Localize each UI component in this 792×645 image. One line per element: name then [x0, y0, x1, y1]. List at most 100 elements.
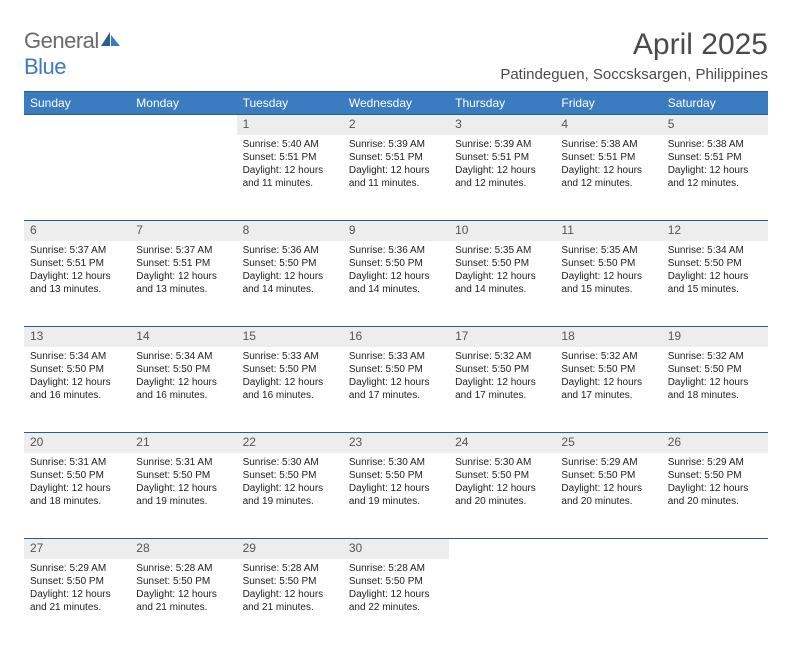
daylight-text-2: and 17 minutes. [561, 389, 655, 402]
sunset-text: Sunset: 5:51 PM [136, 257, 230, 270]
day-number-cell: 21 [130, 433, 236, 453]
daylight-text-1: Daylight: 12 hours [136, 482, 230, 495]
daylight-text-2: and 15 minutes. [561, 283, 655, 296]
day-cell: Sunrise: 5:38 AMSunset: 5:51 PMDaylight:… [662, 135, 768, 221]
day-number-row: 6789101112 [24, 221, 768, 241]
day-body-row: Sunrise: 5:37 AMSunset: 5:51 PMDaylight:… [24, 241, 768, 327]
day-number-row: 20212223242526 [24, 433, 768, 453]
sunset-text: Sunset: 5:50 PM [561, 363, 655, 376]
day-number-cell: 27 [24, 539, 130, 559]
daylight-text-2: and 14 minutes. [455, 283, 549, 296]
day-number-cell: 6 [24, 221, 130, 241]
sunrise-text: Sunrise: 5:30 AM [243, 456, 337, 469]
daylight-text-1: Daylight: 12 hours [243, 376, 337, 389]
sunrise-text: Sunrise: 5:28 AM [136, 562, 230, 575]
daylight-text-1: Daylight: 12 hours [349, 376, 443, 389]
daylight-text-1: Daylight: 12 hours [243, 588, 337, 601]
daylight-text-2: and 16 minutes. [136, 389, 230, 402]
daylight-text-2: and 11 minutes. [243, 177, 337, 190]
day-cell: Sunrise: 5:32 AMSunset: 5:50 PMDaylight:… [555, 347, 661, 433]
day-number-row: 13141516171819 [24, 327, 768, 347]
day-number-cell: 2 [343, 115, 449, 135]
day-cell: Sunrise: 5:37 AMSunset: 5:51 PMDaylight:… [130, 241, 236, 327]
day-number-cell: 20 [24, 433, 130, 453]
daylight-text-1: Daylight: 12 hours [561, 482, 655, 495]
day-body-row: Sunrise: 5:40 AMSunset: 5:51 PMDaylight:… [24, 135, 768, 221]
sunset-text: Sunset: 5:50 PM [136, 575, 230, 588]
daylight-text-1: Daylight: 12 hours [30, 588, 124, 601]
sunset-text: Sunset: 5:50 PM [455, 363, 549, 376]
daylight-text-1: Daylight: 12 hours [668, 270, 762, 283]
weekday-sunday: Sunday [24, 92, 130, 115]
sunset-text: Sunset: 5:50 PM [30, 575, 124, 588]
daylight-text-2: and 20 minutes. [561, 495, 655, 508]
page-title: April 2025 [500, 28, 768, 62]
day-number-cell: 12 [662, 221, 768, 241]
sunset-text: Sunset: 5:50 PM [349, 575, 443, 588]
sunset-text: Sunset: 5:50 PM [455, 257, 549, 270]
daylight-text-2: and 21 minutes. [136, 601, 230, 614]
day-cell: Sunrise: 5:39 AMSunset: 5:51 PMDaylight:… [343, 135, 449, 221]
daylight-text-2: and 19 minutes. [349, 495, 443, 508]
daylight-text-2: and 21 minutes. [243, 601, 337, 614]
day-number-cell [555, 539, 661, 559]
daylight-text-2: and 20 minutes. [455, 495, 549, 508]
weekday-saturday: Saturday [662, 92, 768, 115]
day-number-cell: 25 [555, 433, 661, 453]
day-number-cell: 18 [555, 327, 661, 347]
sunset-text: Sunset: 5:50 PM [561, 469, 655, 482]
daylight-text-2: and 18 minutes. [668, 389, 762, 402]
daylight-text-1: Daylight: 12 hours [243, 270, 337, 283]
daylight-text-1: Daylight: 12 hours [668, 164, 762, 177]
day-body-row: Sunrise: 5:34 AMSunset: 5:50 PMDaylight:… [24, 347, 768, 433]
logo-text-general: General [24, 28, 99, 53]
daylight-text-1: Daylight: 12 hours [455, 482, 549, 495]
day-cell: Sunrise: 5:34 AMSunset: 5:50 PMDaylight:… [24, 347, 130, 433]
daylight-text-1: Daylight: 12 hours [30, 270, 124, 283]
daylight-text-1: Daylight: 12 hours [136, 270, 230, 283]
sunrise-text: Sunrise: 5:32 AM [561, 350, 655, 363]
sunset-text: Sunset: 5:50 PM [668, 257, 762, 270]
sunrise-text: Sunrise: 5:36 AM [349, 244, 443, 257]
logo-sail-icon [101, 32, 121, 53]
daylight-text-1: Daylight: 12 hours [349, 164, 443, 177]
day-body-row: Sunrise: 5:31 AMSunset: 5:50 PMDaylight:… [24, 453, 768, 539]
day-cell [24, 135, 130, 221]
daylight-text-2: and 14 minutes. [243, 283, 337, 296]
day-number-cell: 3 [449, 115, 555, 135]
day-number-cell: 7 [130, 221, 236, 241]
sunset-text: Sunset: 5:51 PM [349, 151, 443, 164]
sunset-text: Sunset: 5:50 PM [243, 257, 337, 270]
day-cell: Sunrise: 5:36 AMSunset: 5:50 PMDaylight:… [237, 241, 343, 327]
day-cell [130, 135, 236, 221]
day-number-cell: 10 [449, 221, 555, 241]
day-number-cell: 14 [130, 327, 236, 347]
sunset-text: Sunset: 5:50 PM [136, 363, 230, 376]
sunset-text: Sunset: 5:51 PM [668, 151, 762, 164]
sunrise-text: Sunrise: 5:38 AM [561, 138, 655, 151]
day-cell: Sunrise: 5:31 AMSunset: 5:50 PMDaylight:… [24, 453, 130, 539]
sunrise-text: Sunrise: 5:29 AM [30, 562, 124, 575]
day-number-cell: 1 [237, 115, 343, 135]
day-cell: Sunrise: 5:36 AMSunset: 5:50 PMDaylight:… [343, 241, 449, 327]
sunrise-text: Sunrise: 5:32 AM [455, 350, 549, 363]
sunset-text: Sunset: 5:50 PM [349, 257, 443, 270]
sunrise-text: Sunrise: 5:35 AM [455, 244, 549, 257]
day-number-cell: 8 [237, 221, 343, 241]
daylight-text-2: and 17 minutes. [349, 389, 443, 402]
sunrise-text: Sunrise: 5:31 AM [136, 456, 230, 469]
daylight-text-1: Daylight: 12 hours [455, 376, 549, 389]
day-cell [662, 559, 768, 645]
sunrise-text: Sunrise: 5:33 AM [243, 350, 337, 363]
daylight-text-2: and 21 minutes. [30, 601, 124, 614]
day-number-cell: 13 [24, 327, 130, 347]
daylight-text-1: Daylight: 12 hours [561, 376, 655, 389]
daylight-text-1: Daylight: 12 hours [243, 164, 337, 177]
day-number-cell: 19 [662, 327, 768, 347]
day-number-cell: 26 [662, 433, 768, 453]
day-number-cell: 5 [662, 115, 768, 135]
sunrise-text: Sunrise: 5:31 AM [30, 456, 124, 469]
daylight-text-1: Daylight: 12 hours [349, 482, 443, 495]
day-cell: Sunrise: 5:30 AMSunset: 5:50 PMDaylight:… [449, 453, 555, 539]
daylight-text-1: Daylight: 12 hours [136, 588, 230, 601]
